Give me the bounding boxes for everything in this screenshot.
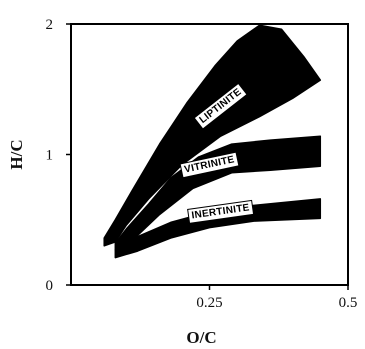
band-inertinite — [114, 198, 322, 259]
maceral-bands — [103, 24, 322, 259]
y-tick-label: 2 — [46, 17, 54, 33]
y-tick-label: 1 — [46, 148, 54, 164]
band-label-inertinite: INERTINITE — [187, 199, 255, 224]
x-axis-title: O/C — [186, 328, 216, 347]
band-liptinite — [103, 24, 322, 247]
y-tick-label: 0 — [46, 278, 54, 294]
band-label-box — [187, 199, 255, 224]
x-tick-label: 0.5 — [339, 295, 358, 311]
x-tick-label: 0.25 — [196, 295, 222, 311]
y-axis-title: H/C — [7, 139, 26, 169]
axis-ticks: 0.25 0.5 0 1 2 — [46, 17, 358, 311]
band-label-box — [193, 82, 248, 130]
band-label-box — [179, 151, 240, 179]
